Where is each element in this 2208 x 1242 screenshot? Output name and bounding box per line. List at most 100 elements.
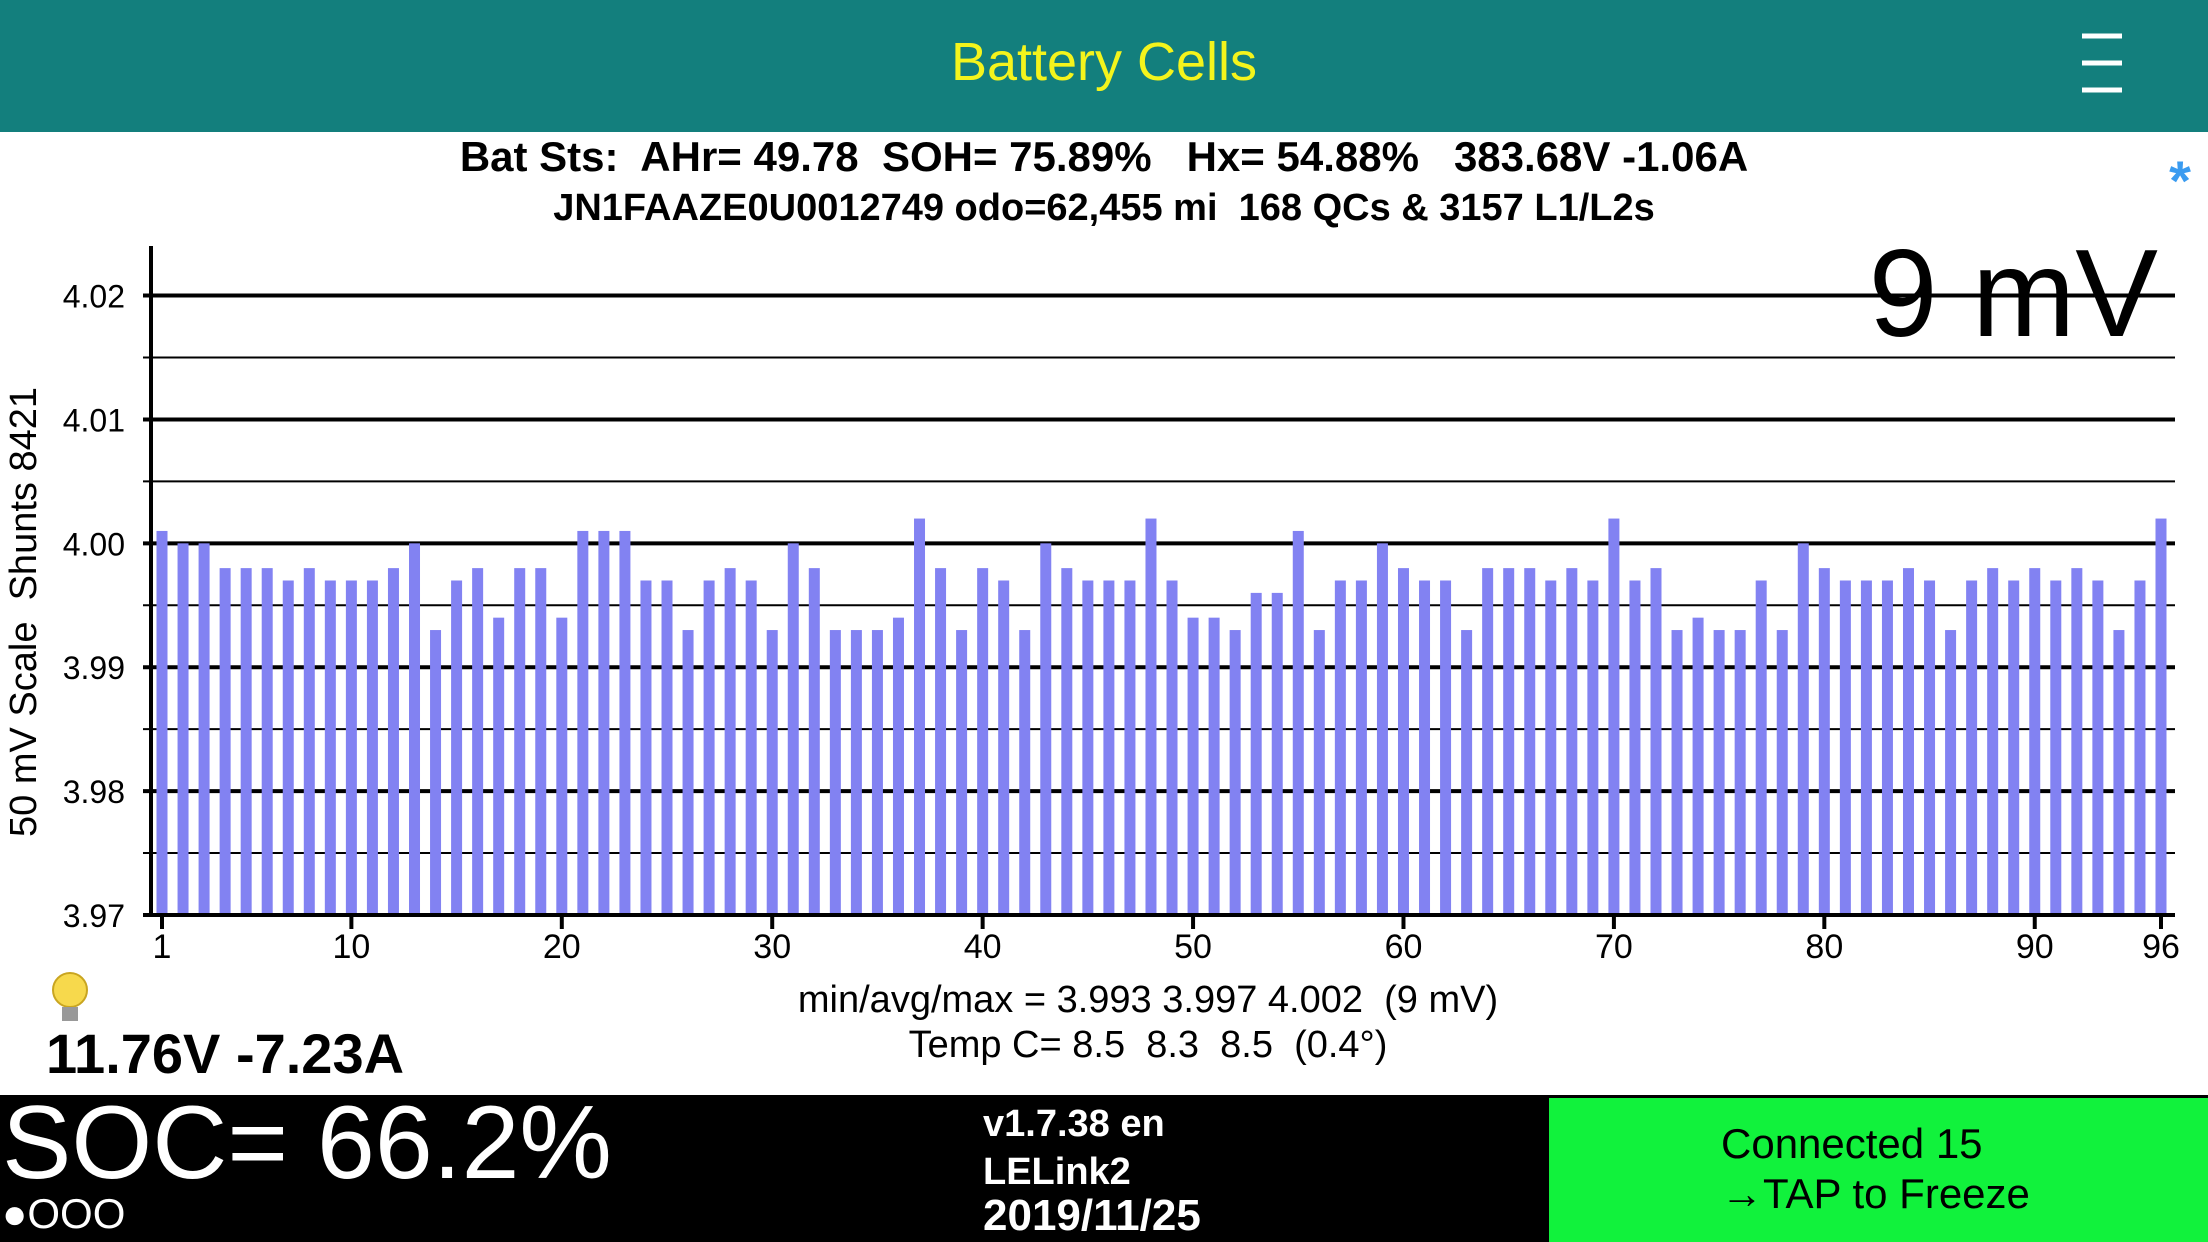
bar: [2008, 580, 2020, 915]
bar: [956, 630, 968, 915]
bar: [1629, 580, 1641, 915]
bar: [514, 568, 526, 915]
bar: [2071, 568, 2083, 915]
bar: [977, 568, 989, 915]
bar: [409, 543, 421, 915]
bar: [2092, 580, 2104, 915]
y-tick-label: 3.97: [63, 898, 125, 934]
x-tick-label: 70: [1595, 928, 1633, 966]
bar: [1839, 580, 1851, 915]
bar: [2113, 630, 2125, 915]
page-dots: ●OOO: [2, 1190, 125, 1237]
bar: [1650, 568, 1662, 915]
bar: [850, 630, 862, 915]
bar: [661, 580, 673, 915]
y-tick-label: 4.02: [63, 279, 125, 315]
bar: [1818, 568, 1830, 915]
bar: [240, 568, 252, 915]
x-tick-label: 90: [2016, 928, 2054, 966]
bar: [1082, 580, 1094, 915]
bar: [1250, 592, 1262, 915]
bar: [1776, 630, 1788, 915]
x-tick-label: 30: [753, 928, 791, 966]
annotation: 9 mV: [1869, 225, 2159, 363]
bar: [1755, 580, 1767, 915]
bar: [1482, 568, 1494, 915]
bar: [303, 568, 315, 915]
x-tick-label: 1: [153, 928, 172, 966]
stats-temp: Temp C= 8.5 8.3 8.5 (0.4°): [909, 1024, 1388, 1066]
x-tick-label: 60: [1385, 928, 1423, 966]
y-tick-label: 3.99: [63, 650, 125, 686]
bar: [1334, 580, 1346, 915]
version: v1.7.38 en: [983, 1103, 1165, 1145]
bar: [1419, 580, 1431, 915]
bar: [1692, 617, 1704, 915]
status-line: JN1FAAZE0U0012749 odo=62,455 mi 168 QCs …: [553, 187, 1655, 229]
indicator: *: [2169, 149, 2191, 212]
bulb: [52, 972, 88, 1008]
bar: [598, 530, 610, 915]
bar: [1397, 568, 1409, 915]
bar: [724, 568, 736, 915]
status-line: Bat Sts: AHr= 49.78 SOH= 75.89% Hx= 54.8…: [460, 133, 1748, 180]
bar: [1271, 592, 1283, 915]
bar: [1945, 630, 1957, 915]
header-title: Battery Cells: [951, 32, 1257, 92]
bar: [324, 580, 336, 915]
bar: [577, 530, 589, 915]
bar: [1440, 580, 1452, 915]
bulb-base: [62, 1007, 78, 1021]
bar: [1713, 630, 1725, 915]
bar: [198, 543, 210, 915]
bar: [1208, 617, 1220, 915]
bar: [745, 580, 757, 915]
action: →TAP to Freeze: [1721, 1170, 2030, 1217]
bar: [682, 630, 694, 915]
bar: [1608, 518, 1620, 915]
bar: [935, 568, 947, 915]
bar: [1966, 580, 1978, 915]
x-tick-label: 80: [1805, 928, 1843, 966]
bar: [1987, 568, 1999, 915]
aux-voltage: 11.76V -7.23A: [46, 1022, 404, 1085]
bar: [451, 580, 463, 915]
bar: [430, 630, 442, 915]
y-tick-label: 4.00: [63, 526, 125, 562]
bar: [1376, 543, 1388, 915]
bar: [703, 580, 715, 915]
bar: [640, 580, 652, 915]
bar: [871, 630, 883, 915]
bar: [219, 568, 231, 915]
bar: [156, 530, 168, 915]
connect-button[interactable]: Connected 15 →TAP to Freeze: [1549, 1098, 2208, 1242]
x-tick-label: 10: [332, 928, 370, 966]
bar: [1734, 630, 1746, 915]
bar: [1797, 543, 1809, 915]
bar: [1187, 617, 1199, 915]
bar: [261, 568, 273, 915]
bar: [766, 630, 778, 915]
bar: [892, 617, 904, 915]
bulb-icon: [52, 972, 88, 1021]
x-tick-label: 50: [1174, 928, 1212, 966]
bar: [535, 568, 547, 915]
bar: [2050, 580, 2062, 915]
bar: [808, 568, 820, 915]
bar: [2134, 580, 2146, 915]
bar: [1860, 580, 1872, 915]
bar: [387, 568, 399, 915]
bar: [787, 543, 799, 915]
bar: [366, 580, 378, 915]
y-axis-label: 50 mV Scale Shunts 8421: [3, 387, 45, 837]
bar: [282, 580, 294, 915]
bar: [1166, 580, 1178, 915]
bar: [1545, 580, 1557, 915]
bar: [1145, 518, 1157, 915]
bar: [829, 630, 841, 915]
bar: [914, 518, 926, 915]
menu-button[interactable]: [2082, 33, 2122, 93]
bar: [1019, 630, 1031, 915]
